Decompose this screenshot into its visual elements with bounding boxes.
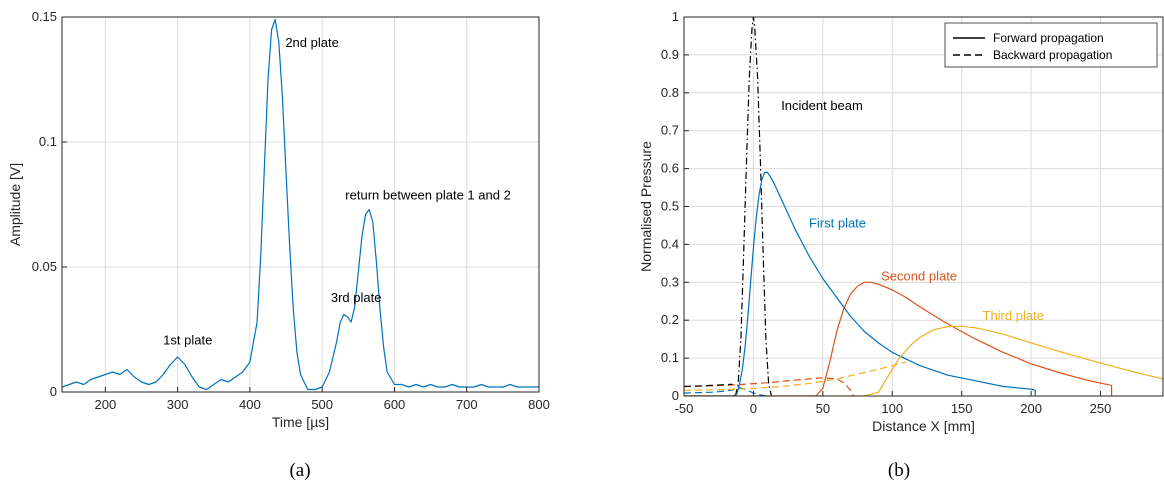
- annotation-label: 3rd plate: [331, 290, 382, 305]
- x-tick-label: 250: [1090, 401, 1112, 416]
- y-tick-label: 0.1: [39, 134, 57, 149]
- y-tick-label: 0.6: [661, 161, 679, 176]
- figure-caption: (b): [888, 460, 910, 481]
- y-axis-label: Amplitude [V]: [7, 163, 23, 246]
- series-line-6: [684, 361, 907, 391]
- series-line-1: [684, 171, 1036, 396]
- series-line-2: [684, 281, 1113, 396]
- legend-label: Backward propagation: [993, 48, 1112, 62]
- x-tick-label: 300: [167, 397, 189, 412]
- series-line-4: [684, 387, 768, 396]
- x-tick-label: 200: [1020, 401, 1042, 416]
- y-tick-label: 0.8: [661, 85, 679, 100]
- y-tick-label: 0: [672, 388, 679, 403]
- x-tick-label: 0: [750, 401, 757, 416]
- x-tick-label: 50: [816, 401, 830, 416]
- x-tick-label: 200: [95, 397, 117, 412]
- y-tick-label: 1: [672, 9, 679, 24]
- annotation-label: 2nd plate: [285, 35, 339, 50]
- annotation-label: 1st plate: [163, 333, 212, 348]
- chart-b: -50 0 50 100 150 200 25000.10.20.30.40.50.60.7…: [638, 9, 1164, 481]
- x-tick-label: 100: [881, 401, 903, 416]
- x-tick-label: 800: [528, 397, 550, 412]
- series-line-3: [684, 325, 1163, 396]
- annotation-label: First plate: [809, 215, 866, 230]
- y-tick-label: 0.5: [661, 199, 679, 214]
- series-line-5: [684, 377, 854, 396]
- y-tick-label: 0.4: [661, 236, 679, 251]
- annotation-label: Second plate: [881, 268, 957, 283]
- x-axis-label: Distance X [mm]: [872, 418, 975, 434]
- y-tick-label: 0.1: [661, 350, 679, 365]
- y-tick-label: 0.05: [32, 259, 57, 274]
- series-line-0: [62, 18, 539, 391]
- y-tick-label: 0.15: [32, 9, 57, 24]
- legend-box: [944, 22, 1158, 68]
- series-line-7: [684, 383, 733, 388]
- annotation-label: Incident beam: [781, 98, 863, 113]
- y-tick-label: 0.2: [661, 312, 679, 327]
- y-tick-label: 0.3: [661, 274, 679, 289]
- x-tick-label: 700: [456, 397, 478, 412]
- y-tick-label: 0.9: [661, 47, 679, 62]
- x-tick-label: 500: [311, 397, 333, 412]
- annotation-label: Third plate: [983, 308, 1044, 323]
- x-tick-label: 600: [384, 397, 406, 412]
- x-tick-label: -50: [675, 401, 694, 416]
- y-tick-label: 0.7: [661, 123, 679, 138]
- y-tick-label: 0: [50, 384, 57, 399]
- x-tick-label: 400: [239, 397, 261, 412]
- legend: Forward propagation Backward propagation: [944, 22, 1158, 68]
- series-group: [62, 18, 539, 391]
- annotation-label: return between plate 1 and 2: [345, 188, 511, 203]
- x-tick-label: 150: [951, 401, 973, 416]
- legend-label: Forward propagation: [993, 31, 1104, 45]
- axes-box: [61, 16, 540, 393]
- chart-a: 200 300 400 500 600 700 800 0 0.05 0.1 0.15 Time [µ…: [7, 9, 550, 481]
- x-axis-label: Time [µs]: [272, 414, 329, 430]
- y-axis-label: Normalised Pressure: [638, 141, 654, 272]
- figure-caption: (a): [289, 460, 310, 481]
